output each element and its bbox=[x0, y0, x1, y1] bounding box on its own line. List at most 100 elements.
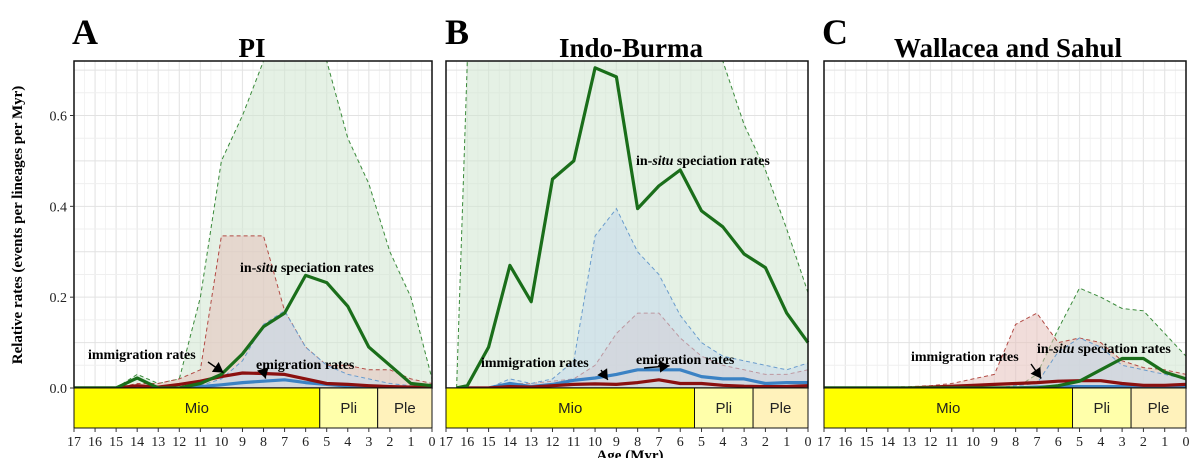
x-tick-label: 7 bbox=[1033, 435, 1040, 450]
x-tick-label: 2 bbox=[1140, 435, 1147, 450]
x-axis-title: Age (Myr) bbox=[596, 448, 663, 458]
annotations: immigration rates emigration rates in-si… bbox=[88, 261, 374, 379]
x-tick-label: 2 bbox=[386, 435, 393, 450]
x-tick-label: 9 bbox=[991, 435, 998, 450]
epoch-label: Pli bbox=[1093, 400, 1110, 417]
x-tick-label: 10 bbox=[214, 435, 228, 450]
series-line-immigration bbox=[456, 378, 809, 390]
annotation-immigration: immigration rates bbox=[911, 350, 1019, 365]
panel-c: C Wallacea and Sahul Mio Pli Ple 17 16 15 14 1… bbox=[817, 12, 1190, 450]
x-tick-label: 13 bbox=[151, 435, 165, 450]
series-lines bbox=[456, 66, 810, 390]
x-ticks: 17 16 15 14 13 12 11 10 9 8 7 6 5 4 3 2 1 0 bbox=[439, 428, 812, 450]
x-tick-label: 8 bbox=[634, 435, 641, 450]
x-tick-label: 12 bbox=[545, 435, 559, 450]
panel-title: Indo-Burma bbox=[559, 33, 704, 63]
epoch-label: Mio bbox=[558, 400, 582, 417]
x-tick-label: 1 bbox=[1161, 435, 1168, 450]
epoch-bar: Mio Pli Ple bbox=[445, 387, 809, 429]
epoch-box bbox=[319, 387, 379, 429]
confidence-band-edge bbox=[824, 312, 1187, 389]
y-tick-label: 0.6 bbox=[50, 110, 68, 125]
x-tick-label: 4 bbox=[1097, 435, 1104, 450]
epoch-label: Pli bbox=[715, 400, 732, 417]
annotation-arrowhead bbox=[211, 362, 224, 373]
x-tick-label: 16 bbox=[460, 435, 474, 450]
x-tick-label: 8 bbox=[260, 435, 267, 450]
epoch-box bbox=[445, 387, 696, 429]
x-tick-label: 10 bbox=[588, 435, 602, 450]
y-tick-label: 0.4 bbox=[50, 200, 68, 215]
x-tick-label: 11 bbox=[567, 435, 580, 450]
annotation-arrowhead bbox=[1030, 366, 1042, 379]
x-tick-label: 3 bbox=[741, 435, 748, 450]
panel-b: B Indo-Burma Mio Pli Ple 17 16 15 14 13 12 11 10 9… bbox=[439, 12, 812, 450]
x-tick-label: 17 bbox=[67, 435, 81, 450]
annotation-arrowhead bbox=[257, 367, 269, 379]
x-tick-label: 9 bbox=[613, 435, 620, 450]
confidence-bands bbox=[456, 60, 809, 389]
epoch-label: Ple bbox=[1148, 400, 1170, 417]
annotation-insitu-italic: situ bbox=[651, 154, 673, 169]
x-tick-label: 10 bbox=[966, 435, 980, 450]
epoch-bar: Mio Pli Ple bbox=[823, 387, 1187, 429]
x-tick-label: 12 bbox=[172, 435, 186, 450]
x-tick-label: 0 bbox=[805, 435, 812, 450]
annotation-insitu-prefix: in- bbox=[1037, 342, 1054, 357]
annotation-insitu-prefix: in- bbox=[240, 261, 257, 276]
panel-title: PI bbox=[239, 33, 266, 63]
x-tick-label: 16 bbox=[838, 435, 852, 450]
series-line-insitu-speciation bbox=[456, 66, 810, 390]
epoch-box bbox=[377, 387, 433, 429]
annotation-insitu: in-situ speciation rates bbox=[1037, 342, 1171, 357]
panel-letter: A bbox=[72, 12, 98, 52]
x-tick-label: 3 bbox=[1119, 435, 1126, 450]
annotations: immigration rates emigration rates in-si… bbox=[481, 154, 770, 381]
panel-letter: B bbox=[445, 12, 469, 52]
x-tick-label: 14 bbox=[130, 435, 144, 450]
x-tick-label: 1 bbox=[407, 435, 414, 450]
x-ticks: 17 16 15 14 13 12 11 10 9 8 7 6 5 4 3 2 1 0 bbox=[817, 428, 1190, 450]
confidence-bands bbox=[824, 287, 1187, 389]
epoch-bar: Mio Pli Ple bbox=[73, 387, 433, 429]
x-tick-label: 5 bbox=[1076, 435, 1083, 450]
x-tick-label: 11 bbox=[945, 435, 958, 450]
x-tick-label: 11 bbox=[194, 435, 207, 450]
annotation-insitu-suffix: speciation rates bbox=[673, 154, 770, 169]
confidence-band bbox=[74, 235, 432, 388]
annotation-immigration: immigration rates bbox=[481, 356, 589, 371]
x-tick-label: 5 bbox=[323, 435, 330, 450]
annotation-insitu: in-situ speciation rates bbox=[636, 154, 770, 169]
x-tick-label: 17 bbox=[439, 435, 453, 450]
x-tick-label: 4 bbox=[344, 435, 351, 450]
x-tick-label: 7 bbox=[281, 435, 288, 450]
epoch-box bbox=[694, 387, 754, 429]
confidence-band bbox=[456, 61, 808, 388]
annotation-insitu-prefix: in- bbox=[636, 154, 653, 169]
annotation-emigration: emigration rates bbox=[256, 358, 355, 373]
annotation-arrowhead bbox=[597, 368, 608, 380]
y-tick-label: 0.0 bbox=[50, 382, 68, 397]
series-line-emigration bbox=[456, 368, 808, 390]
annotation-insitu-italic: situ bbox=[1052, 342, 1074, 357]
annotation-insitu: in-situ speciation rates bbox=[240, 261, 374, 276]
epoch-box bbox=[752, 387, 809, 429]
epoch-label: Mio bbox=[185, 400, 209, 417]
epoch-label: Ple bbox=[770, 400, 792, 417]
x-tick-label: 12 bbox=[923, 435, 937, 450]
confidence-band-edge bbox=[824, 337, 1187, 389]
confidence-band bbox=[74, 310, 432, 388]
x-tick-label: 0 bbox=[429, 435, 436, 450]
x-tick-label: 5 bbox=[698, 435, 705, 450]
annotation-immigration: immigration rates bbox=[88, 348, 196, 363]
x-tick-label: 0 bbox=[1183, 435, 1190, 450]
x-tick-label: 6 bbox=[1055, 435, 1062, 450]
confidence-band-edge bbox=[456, 207, 809, 389]
confidence-band-edge bbox=[74, 235, 433, 389]
panel-letter: C bbox=[822, 12, 848, 52]
panel-title: Wallacea and Sahul bbox=[894, 33, 1123, 63]
x-tick-label: 15 bbox=[860, 435, 874, 450]
y-ticks: 0.0 0.2 0.4 0.6 bbox=[50, 110, 74, 397]
x-tick-label: 15 bbox=[482, 435, 496, 450]
